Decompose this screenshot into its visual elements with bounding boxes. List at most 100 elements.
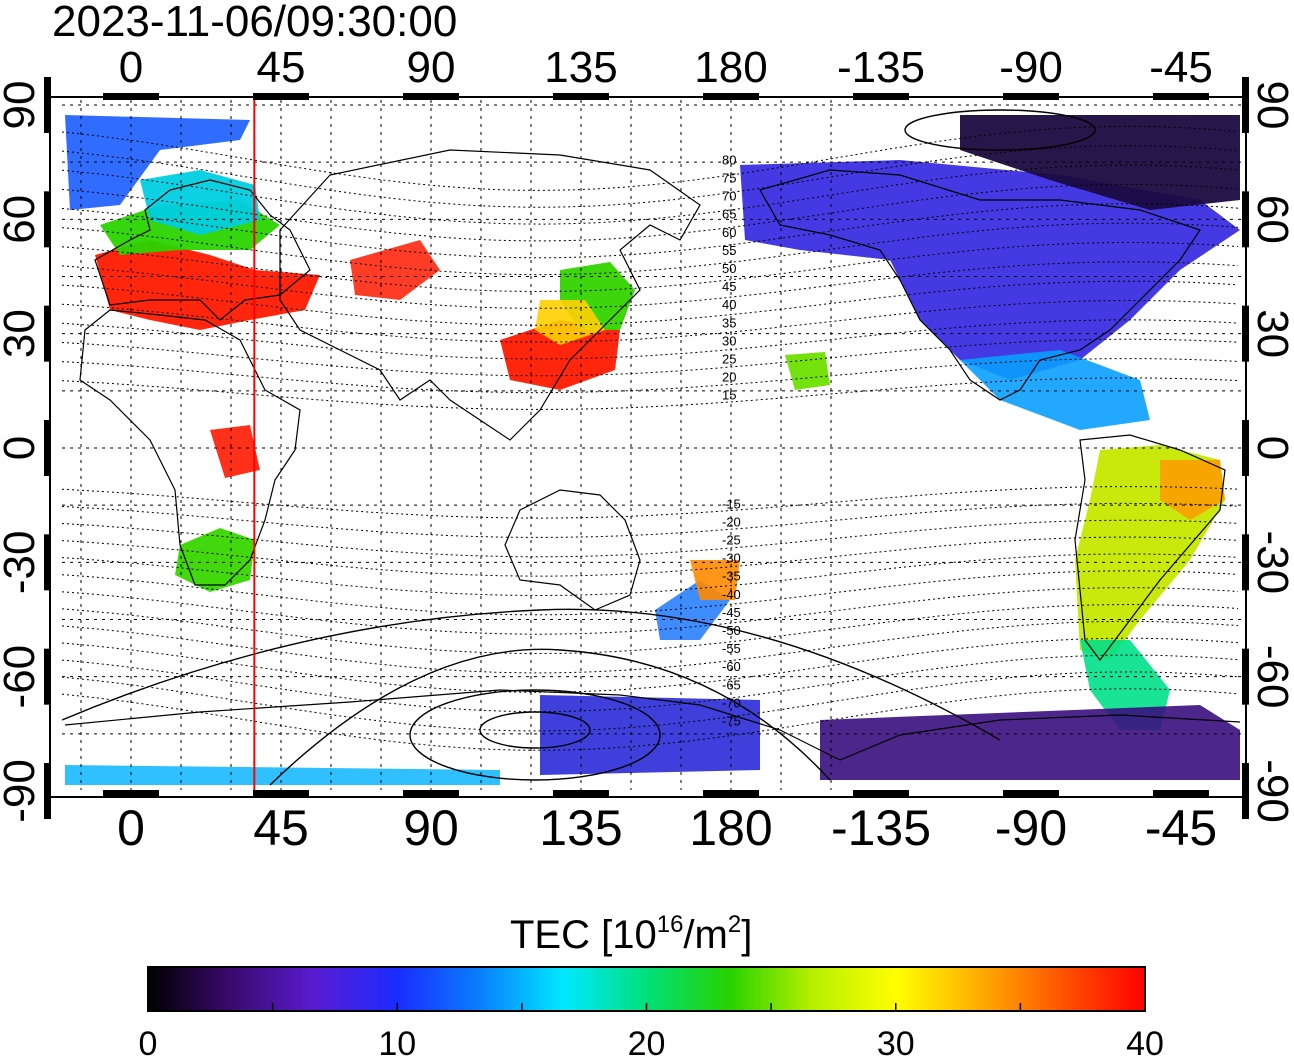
right-lat-label: 60 [1248,195,1294,244]
mag-lat-label: 75 [722,171,736,186]
top-lon-label: 45 [257,43,306,92]
mag-lat-label: -40 [722,587,741,602]
bottom-lon-label: -90 [995,800,1067,856]
bottom-frame-tick [1003,790,1059,797]
frame-tick-marks [44,77,1249,819]
bottom-lon-label: 0 [117,800,145,856]
colorbar-title: TEC [1016/m2] [510,911,752,957]
mag-lat-label: -45 [722,605,741,620]
bottom-lon-label: 45 [253,800,309,856]
coastline-north-america [759,169,1201,401]
mag-lat-label: 80 [722,152,736,167]
mag-lat-contour [62,637,1239,693]
mag-pole-ring-mid [409,689,661,781]
coastline-south-america [1074,434,1226,661]
left-lat-label: 90 [0,81,44,130]
right-lat-label: 30 [1248,309,1294,358]
top-lon-label: 0 [119,43,143,92]
right-frame-tick [1242,648,1249,705]
mag-lat-label: 50 [722,261,736,276]
coastline-australia [504,489,641,611]
top-frame-tick [1153,93,1209,100]
mag-lat-contour [62,203,1239,259]
mag-lat-label: 45 [722,279,736,294]
top-frame-tick [703,93,759,100]
timestamp-title: 2023-11-06/09:30:00 [52,0,457,46]
top-lon-label: 180 [694,43,767,92]
mag-lat-label: -30 [722,551,741,566]
mag-lat-contour [62,377,1239,410]
mag-lat-label: -15 [722,496,741,511]
mag-lat-label: -35 [722,569,741,584]
bottom-longitude-labels: 0 45 90 135 180 -135 -90 -45 [117,800,1217,856]
mag-lat-contour [62,299,1239,343]
bottom-frame-tick [553,790,609,797]
mag-lat-contour [62,620,1239,674]
bottom-frame-tick [103,790,159,797]
tec-patch-east-africa [210,425,260,478]
top-lon-label: 90 [407,43,456,92]
right-frame-tick [1242,77,1249,133]
mag-lat-label: -70 [722,695,741,710]
colorbar-tick-label: 10 [378,1025,416,1057]
mag-pole-ring-outer [269,648,831,786]
right-frame-tick [1242,420,1249,476]
mag-lat-label: -20 [722,514,741,529]
bottom-lon-label: 90 [403,800,459,856]
mag-lat-label: 70 [722,189,736,204]
bottom-frame-tick [853,790,909,797]
mag-pole-ring-inner [479,711,591,749]
right-frame-tick [1242,191,1249,248]
bottom-lon-label: -135 [831,800,931,856]
graticule [62,100,1242,790]
bottom-frame-tick [1153,790,1209,797]
right-frame-tick [1242,305,1249,362]
right-lat-label: -60 [1248,645,1294,709]
tec-patch-arctic-canada [960,115,1240,210]
right-lat-label: 0 [1248,436,1294,460]
bottom-lon-label: 135 [539,800,622,856]
north-mag-pole-ring [904,109,1096,151]
right-lat-label: -30 [1248,531,1294,595]
mag-lat-label: 20 [722,370,736,385]
tec-patch-south-pole-strip [65,765,500,785]
left-frame-tick [44,191,51,248]
mag-lat-contour [62,587,1239,635]
mag-lat-contour [62,502,1239,538]
mag-lat-label: 65 [722,207,736,222]
magnetic-latitude-labels: 80 75 70 65 60 55 50 45 40 35 30 25 20 15 -15 -20 -25 -30… [722,152,741,728]
tec-patch-gulf-caribbean [960,350,1150,430]
mag-lat-contour [62,242,1239,293]
mag-lat-label: 25 [722,352,736,367]
top-frame-tick [403,93,459,100]
mag-lat-label: 35 [722,315,736,330]
coastline-europe [94,179,311,321]
left-lat-label: -90 [0,759,44,823]
top-lon-label: 135 [544,43,617,92]
mag-lat-contour [62,654,1239,713]
mag-lat-label: 15 [722,388,736,403]
mag-lat-contour [62,553,1239,597]
mag-lat-contour [62,486,1239,519]
top-frame-tick [253,93,309,100]
mag-lat-label: -65 [722,677,741,692]
coastlines [64,149,1241,761]
coastline-antarctica [64,689,1241,761]
top-frame-tick [553,93,609,100]
tec-patch-scandinavia [140,170,260,235]
mag-lat-label: -25 [722,533,741,548]
mag-lat-label: 60 [722,225,736,240]
bottom-frame-tick [703,790,759,797]
left-frame-tick [44,534,51,591]
left-lat-label: -30 [0,531,44,595]
top-frame-tick [1003,93,1059,100]
left-latitude-labels: 90 60 30 0 -30 -60 -90 [0,81,44,823]
mag-lat-contour [62,280,1239,326]
colorbar-tick-label: 0 [139,1025,158,1057]
mag-lat-label: 55 [722,243,736,258]
left-lat-label: 30 [0,309,44,358]
top-lon-label: -135 [837,43,925,92]
left-frame-tick [44,305,51,362]
tec-patch-antarctica-west [540,695,760,775]
